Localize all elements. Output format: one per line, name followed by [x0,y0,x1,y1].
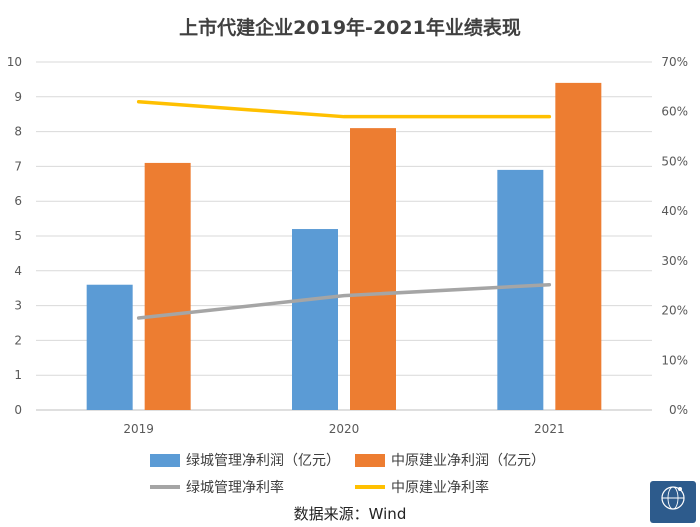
bar [497,169,544,410]
globe-runner-icon [661,486,685,510]
right-tick-label: 40% [661,204,688,218]
bar [144,162,191,410]
left-tick-label: 6 [14,194,22,208]
right-tick-label: 30% [661,254,688,268]
series-line [136,100,552,119]
left-tick-label: 7 [14,159,22,173]
left-axis-ticks: 0 1 2 3 4 5 6 7 8 9 10 [7,55,22,417]
right-tick-label: 0% [669,403,688,417]
left-tick-label: 8 [14,125,22,139]
legend-label: 绿城管理净利率 [186,479,284,496]
series-line [136,282,552,320]
chart-title: 上市代建企业2019年-2021年业绩表现 [179,16,521,39]
x-tick-label: 2020 [329,422,360,436]
left-tick-label: 9 [14,90,22,104]
gridlines [36,61,652,411]
right-tick-label: 20% [661,304,688,318]
legend-swatch [355,454,385,467]
left-tick-label: 3 [14,299,22,313]
bar [555,82,602,410]
right-tick-label: 60% [661,105,688,119]
left-tick-label: 10 [7,55,22,69]
watermark-logo [650,481,696,523]
left-tick-label: 2 [14,333,22,347]
left-tick-label: 4 [14,264,22,278]
bars [86,82,602,410]
left-tick-label: 5 [14,229,22,243]
x-tick-label: 2021 [534,422,565,436]
legend-swatch [150,454,180,467]
legend-label: 中原建业净利率 [391,479,489,496]
legend: 绿城管理净利润（亿元） 中原建业净利润（亿元） 绿城管理净利率 中原建业净利率 [150,453,545,496]
right-tick-label: 50% [661,154,688,168]
legend-label: 中原建业净利润（亿元） [391,453,545,469]
right-axis-ticks: 0% 10% 20% 30% 40% 50% 60% 70% [661,55,688,417]
left-tick-label: 0 [14,403,22,417]
bar [292,229,338,410]
lines [136,100,552,320]
x-axis-ticks: 2019 2020 2021 [123,422,564,436]
left-tick-label: 1 [14,368,22,382]
legend-label: 绿城管理净利润（亿元） [186,453,340,469]
bar [86,284,133,410]
source-text: 数据来源：Wind [294,505,407,523]
right-tick-label: 10% [661,353,688,367]
x-tick-label: 2019 [123,422,154,436]
bar [350,128,396,410]
right-tick-label: 70% [661,55,688,69]
